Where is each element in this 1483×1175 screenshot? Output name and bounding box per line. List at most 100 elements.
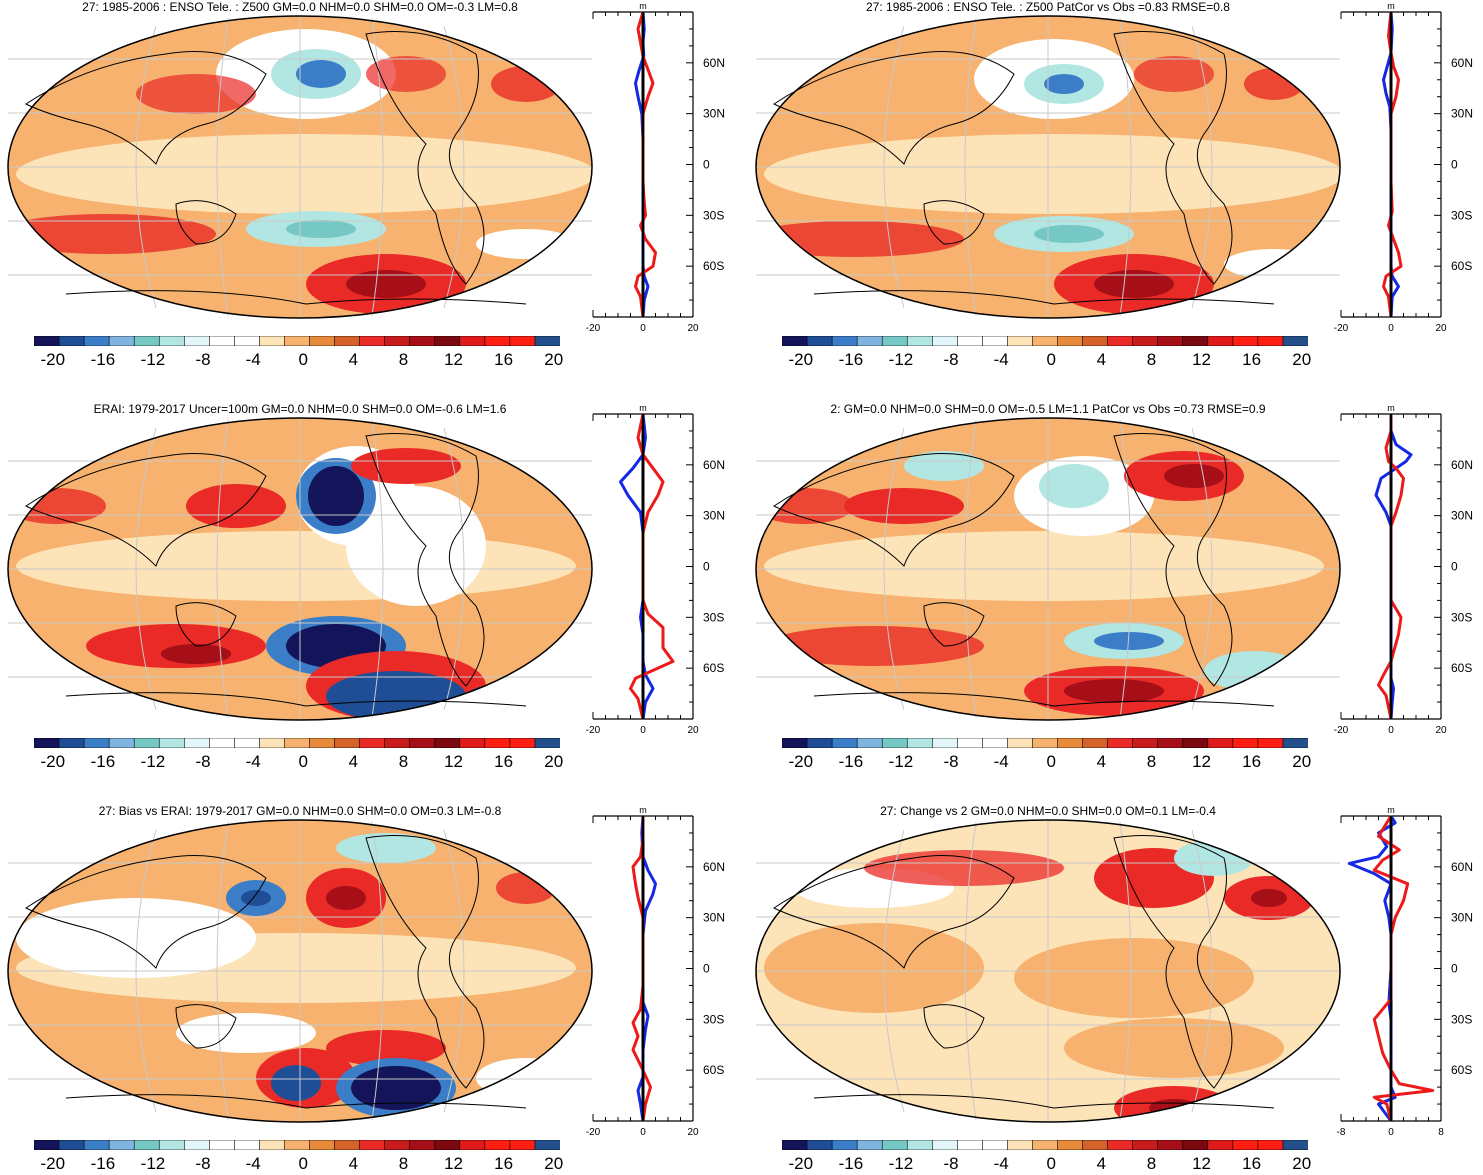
colorbar-swatch (831, 738, 858, 748)
zonal-value-tick-label: 20 (687, 725, 699, 736)
zonal-lat-tick-label: 30N (1451, 107, 1473, 121)
colorbar (34, 336, 560, 346)
zonal-lat-tick-label: 0 (703, 560, 710, 574)
zonal-lat-tick-label: 60N (703, 860, 725, 874)
zonal-mean-plot: m 60N 30N 0 30S 60S -20 0 20 (1334, 1, 1473, 334)
colorbar-swatch (309, 1140, 336, 1150)
colorbar-swatch (1107, 738, 1134, 748)
colorbar-label: 20 (544, 752, 564, 771)
colorbar-swatch (1257, 336, 1284, 346)
zonal-value-tick-label: 0 (640, 1127, 646, 1138)
colorbar-swatch (209, 336, 235, 346)
colorbar-label: -4 (993, 752, 1009, 771)
colorbar-label: -4 (245, 350, 261, 369)
colorbar-swatch (259, 336, 286, 346)
zonal-lat-tick-label: 60S (703, 259, 724, 273)
zonal-lat-tick-label: 30N (703, 107, 725, 121)
panel-6: 27: Change vs 2 GM=0.0 NHM=0.0 SHM=0.0 O… (748, 804, 1483, 1175)
map-plot (755, 819, 1341, 1123)
map-plot (7, 15, 593, 319)
colorbar-label: 4 (348, 1154, 359, 1173)
colorbar-swatch (982, 336, 1009, 346)
colorbar-swatch (957, 738, 983, 748)
colorbar-label: -20 (40, 752, 66, 771)
panel-1: 27: 1985-2006 : ENSO Tele. : Z500 GM=0.0… (0, 0, 745, 380)
colorbar (782, 336, 1308, 346)
colorbar-label: 16 (1242, 752, 1262, 771)
panel-2: 27: 1985-2006 : ENSO Tele. : Z500 PatCor… (748, 0, 1483, 380)
zonal-unit-label: m (639, 1, 647, 11)
colorbar-label: -8 (943, 752, 959, 771)
colorbar-label: -8 (195, 350, 211, 369)
colorbar-label: 8 (398, 1154, 409, 1173)
colorbar-swatch (957, 1140, 983, 1150)
zonal-series-red (629, 413, 675, 720)
colorbar-swatch (1282, 738, 1308, 748)
zonal-lat-tick-label: 60S (1451, 1063, 1472, 1077)
zonal-lat-tick-label: 60S (1451, 259, 1472, 273)
colorbar-label: 12 (1192, 1154, 1212, 1173)
colorbar-label: -4 (245, 752, 261, 771)
colorbar-swatch (158, 738, 185, 748)
colorbar-swatch (1232, 336, 1259, 346)
colorbar-swatch (133, 1140, 160, 1150)
zonal-mean-plot: m 60N 30N 0 30S 60S -8 0 8 (1337, 805, 1473, 1138)
panel-title: 2: GM=0.0 NHM=0.0 SHM=0.0 OM=-0.5 LM=1.1… (830, 402, 1266, 416)
colorbar-label: 12 (1192, 350, 1212, 369)
panel-title: 27: 1985-2006 : ENSO Tele. : Z500 PatCor… (866, 0, 1230, 14)
zonal-lat-tick-label: 30S (1451, 208, 1472, 222)
colorbar-swatch (1157, 336, 1184, 346)
zonal-mean-plot: m 60N 30N 0 30S 60S -20 0 20 (586, 805, 725, 1138)
zonal-lat-tick-label: 30N (703, 911, 725, 925)
colorbar-swatch (831, 336, 858, 346)
colorbar-swatch (1132, 738, 1159, 748)
zonal-value-tick-label: 0 (1388, 1127, 1394, 1138)
colorbar-swatch (509, 1140, 536, 1150)
colorbar-swatch (982, 738, 1009, 748)
colorbar-swatch (334, 336, 361, 346)
colorbar-swatch (284, 738, 311, 748)
colorbar-swatch (931, 336, 958, 346)
zonal-lat-tick-label: 0 (1451, 560, 1458, 574)
colorbar-swatch (1232, 1140, 1259, 1150)
colorbar-label: -12 (140, 350, 166, 369)
colorbar-swatch (409, 738, 436, 748)
colorbar-swatch (309, 738, 336, 748)
colorbar-swatch (158, 1140, 185, 1150)
zonal-lat-tick-label: 30S (703, 208, 724, 222)
colorbar-swatch (1057, 336, 1084, 346)
colorbar-swatch (856, 1140, 883, 1150)
colorbar-swatch (1257, 1140, 1284, 1150)
colorbar-swatch (183, 1140, 210, 1150)
colorbar-label: 20 (1292, 752, 1312, 771)
colorbar-swatch (259, 738, 286, 748)
zonal-mean-plot: m 60N 30N 0 30S 60S -20 0 20 (1334, 403, 1473, 736)
colorbar-swatch (906, 336, 933, 346)
colorbar-label: -16 (838, 1154, 864, 1173)
colorbar-swatch (359, 336, 386, 346)
colorbar-label: 16 (494, 752, 514, 771)
zonal-lat-tick-label: 60N (703, 56, 725, 70)
colorbar-label: -8 (943, 350, 959, 369)
colorbar-label: -16 (90, 350, 116, 369)
colorbar-swatch (1207, 336, 1234, 346)
zonal-unit-label: m (639, 805, 647, 815)
colorbar-label: -12 (888, 752, 914, 771)
colorbar-label: -12 (140, 752, 166, 771)
colorbar-swatch (459, 336, 486, 346)
colorbar-label: 8 (398, 752, 409, 771)
colorbar-swatch (34, 336, 60, 346)
zonal-lat-tick-label: 0 (1451, 962, 1458, 976)
zonal-series-red (1372, 815, 1435, 1122)
colorbar-label: 0 (298, 1154, 308, 1173)
colorbar-swatch (1082, 738, 1109, 748)
colorbar-swatch (108, 336, 135, 346)
colorbar-swatch (234, 738, 261, 748)
colorbar-swatch (1207, 1140, 1234, 1150)
colorbar-label: 4 (1096, 350, 1107, 369)
panel-5: 27: Bias vs ERAI: 1979-2017 GM=0.0 NHM=0… (0, 804, 745, 1175)
colorbar-swatch (83, 336, 110, 346)
colorbar-swatch (1282, 1140, 1308, 1150)
zonal-lat-tick-label: 60N (703, 458, 725, 472)
zonal-value-tick-label: 20 (687, 1127, 699, 1138)
